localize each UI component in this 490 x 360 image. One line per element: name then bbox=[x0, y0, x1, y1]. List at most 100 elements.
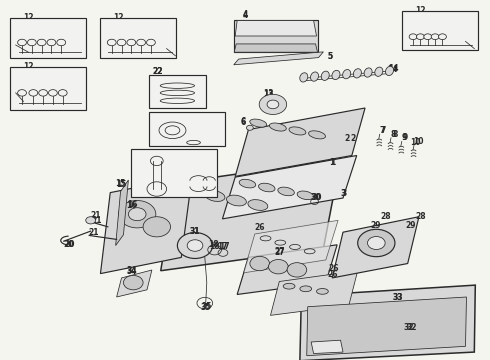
Text: 14: 14 bbox=[388, 64, 398, 73]
Bar bbox=[10, 67, 86, 110]
Text: 32: 32 bbox=[406, 323, 417, 332]
Circle shape bbox=[29, 90, 38, 96]
Ellipse shape bbox=[226, 195, 246, 206]
Circle shape bbox=[86, 217, 96, 224]
Text: 3: 3 bbox=[341, 189, 345, 198]
Polygon shape bbox=[332, 217, 419, 278]
Polygon shape bbox=[234, 20, 318, 52]
Polygon shape bbox=[311, 340, 343, 354]
Polygon shape bbox=[161, 159, 341, 271]
Circle shape bbox=[250, 256, 270, 271]
Circle shape bbox=[259, 94, 287, 114]
Polygon shape bbox=[235, 108, 365, 176]
Text: 27: 27 bbox=[274, 248, 285, 256]
Text: 31: 31 bbox=[190, 227, 200, 236]
Ellipse shape bbox=[248, 200, 268, 210]
Ellipse shape bbox=[184, 186, 203, 197]
Text: 1: 1 bbox=[331, 158, 336, 167]
Ellipse shape bbox=[364, 68, 372, 77]
Polygon shape bbox=[300, 285, 475, 360]
Circle shape bbox=[187, 240, 203, 251]
Text: 12: 12 bbox=[113, 13, 124, 22]
Text: 28: 28 bbox=[381, 212, 392, 221]
Text: 14: 14 bbox=[387, 65, 397, 74]
Text: 21: 21 bbox=[92, 216, 102, 225]
Text: 3: 3 bbox=[342, 189, 346, 198]
Ellipse shape bbox=[239, 179, 256, 188]
Ellipse shape bbox=[259, 183, 275, 192]
Text: 26: 26 bbox=[254, 223, 265, 232]
Text: 2: 2 bbox=[350, 134, 355, 143]
Text: 28: 28 bbox=[415, 212, 426, 221]
Circle shape bbox=[439, 34, 446, 40]
Text: 19: 19 bbox=[179, 173, 190, 181]
Bar bbox=[10, 18, 86, 58]
Polygon shape bbox=[117, 270, 152, 297]
Text: 6: 6 bbox=[241, 118, 245, 127]
Ellipse shape bbox=[309, 131, 325, 139]
Text: 11: 11 bbox=[43, 24, 53, 33]
Ellipse shape bbox=[300, 286, 312, 292]
Circle shape bbox=[177, 233, 213, 258]
Circle shape bbox=[119, 201, 156, 228]
Polygon shape bbox=[307, 297, 466, 356]
Text: 12: 12 bbox=[23, 13, 34, 22]
Circle shape bbox=[123, 275, 143, 290]
Ellipse shape bbox=[353, 69, 362, 78]
Bar bbox=[149, 75, 206, 108]
Text: 6: 6 bbox=[241, 117, 245, 126]
Text: 24: 24 bbox=[139, 153, 149, 162]
Text: 35: 35 bbox=[201, 302, 212, 311]
Text: 13: 13 bbox=[263, 90, 274, 99]
Circle shape bbox=[107, 39, 116, 46]
Ellipse shape bbox=[297, 191, 314, 200]
Text: 12: 12 bbox=[23, 62, 34, 71]
Text: 16: 16 bbox=[126, 201, 137, 210]
Circle shape bbox=[18, 39, 26, 46]
Circle shape bbox=[127, 39, 136, 46]
Bar bbox=[149, 112, 225, 146]
Text: 23: 23 bbox=[210, 116, 221, 125]
Text: 13: 13 bbox=[263, 89, 273, 98]
Polygon shape bbox=[234, 52, 323, 65]
Ellipse shape bbox=[375, 67, 383, 76]
Polygon shape bbox=[235, 21, 317, 36]
Ellipse shape bbox=[343, 69, 351, 79]
Bar bbox=[402, 11, 478, 50]
Text: 7: 7 bbox=[380, 126, 385, 135]
Circle shape bbox=[287, 263, 307, 277]
Circle shape bbox=[368, 237, 385, 249]
Ellipse shape bbox=[300, 73, 308, 82]
Polygon shape bbox=[222, 156, 357, 219]
Text: 17: 17 bbox=[219, 242, 230, 251]
Text: 11: 11 bbox=[435, 17, 445, 26]
Text: 5: 5 bbox=[328, 52, 333, 61]
Circle shape bbox=[39, 90, 48, 96]
Text: 29: 29 bbox=[370, 220, 381, 230]
Circle shape bbox=[416, 34, 424, 40]
Text: 12: 12 bbox=[415, 6, 426, 15]
Text: 21: 21 bbox=[91, 211, 101, 220]
Text: 16: 16 bbox=[127, 200, 138, 209]
Polygon shape bbox=[100, 176, 192, 274]
Bar bbox=[131, 149, 217, 197]
Text: 15: 15 bbox=[116, 180, 126, 189]
Text: 33: 33 bbox=[392, 292, 403, 302]
Circle shape bbox=[128, 208, 146, 221]
Text: 25: 25 bbox=[204, 163, 215, 172]
Text: 29: 29 bbox=[405, 220, 416, 230]
Polygon shape bbox=[244, 220, 338, 273]
Bar bbox=[100, 18, 176, 58]
Circle shape bbox=[409, 34, 417, 40]
Circle shape bbox=[18, 90, 26, 96]
Circle shape bbox=[47, 39, 56, 46]
Text: 22: 22 bbox=[152, 68, 163, 77]
Ellipse shape bbox=[386, 66, 393, 76]
Text: 20: 20 bbox=[63, 240, 74, 249]
Text: 4: 4 bbox=[243, 10, 247, 19]
Text: 22: 22 bbox=[152, 68, 163, 77]
Text: 8: 8 bbox=[391, 130, 395, 139]
Text: 10: 10 bbox=[410, 138, 421, 147]
Polygon shape bbox=[237, 245, 337, 294]
Text: 30: 30 bbox=[311, 193, 322, 202]
